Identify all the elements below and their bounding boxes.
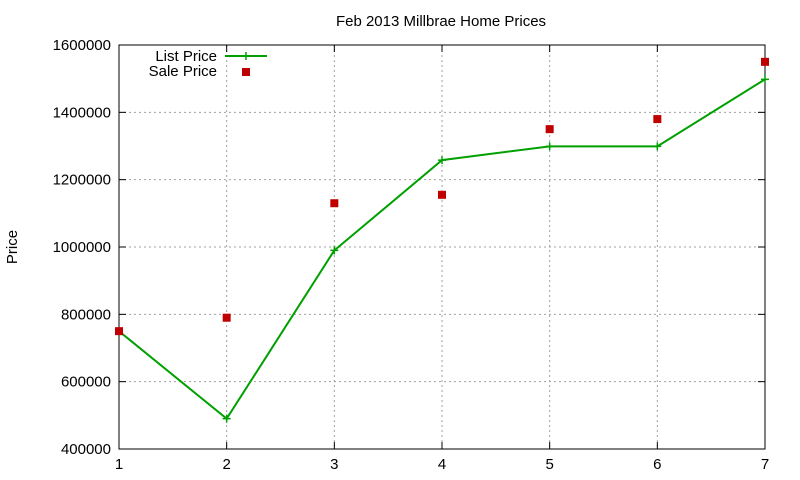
y-tick-label: 800000 bbox=[61, 306, 111, 323]
x-tick-label: 4 bbox=[438, 456, 446, 473]
sale-price-point bbox=[761, 57, 769, 66]
legend-label-list-price: List Price bbox=[155, 48, 217, 65]
list-price-point bbox=[761, 75, 769, 84]
y-tick-label: 400000 bbox=[61, 441, 111, 458]
list-price-point bbox=[222, 414, 231, 423]
sale-price-point bbox=[115, 327, 123, 336]
series-layer bbox=[115, 57, 769, 423]
x-tick-label: 1 bbox=[115, 456, 123, 473]
x-tick-label: 7 bbox=[761, 456, 769, 473]
x-tick-label: 3 bbox=[330, 456, 338, 473]
x-tick-label: 5 bbox=[545, 456, 553, 473]
y-tick-label: 600000 bbox=[61, 374, 111, 391]
sale-price-point bbox=[545, 125, 554, 134]
grid-layer bbox=[119, 45, 765, 449]
y-tick-label: 1200000 bbox=[53, 172, 111, 189]
x-tick-label: 6 bbox=[653, 456, 661, 473]
sale-price-point bbox=[330, 199, 339, 208]
sale-price-point bbox=[222, 313, 231, 322]
list-price-point bbox=[545, 142, 554, 151]
ticks-layer: 400000 600000 800000 1000000 1200000 1400000 1… bbox=[53, 37, 770, 473]
plot-frame bbox=[118, 44, 766, 450]
list-price-point bbox=[653, 142, 662, 151]
y-tick-label: 1400000 bbox=[53, 104, 111, 121]
y-tick-label: 1000000 bbox=[53, 239, 111, 256]
legend-marker-list-price bbox=[242, 52, 250, 60]
list-price-point bbox=[330, 246, 339, 255]
list-price-point bbox=[438, 156, 446, 165]
legend-marker-sale-price bbox=[242, 68, 250, 76]
sale-price-point bbox=[438, 190, 446, 199]
sale-price-point bbox=[653, 115, 662, 124]
x-tick-label: 2 bbox=[222, 456, 230, 473]
legend-label-sale-price: Sale Price bbox=[149, 63, 217, 80]
chart-title: Feb 2013 Millbrae Home Prices bbox=[336, 13, 546, 30]
y-tick-label: 1600000 bbox=[53, 37, 111, 54]
y-axis-label: Price bbox=[4, 230, 21, 264]
